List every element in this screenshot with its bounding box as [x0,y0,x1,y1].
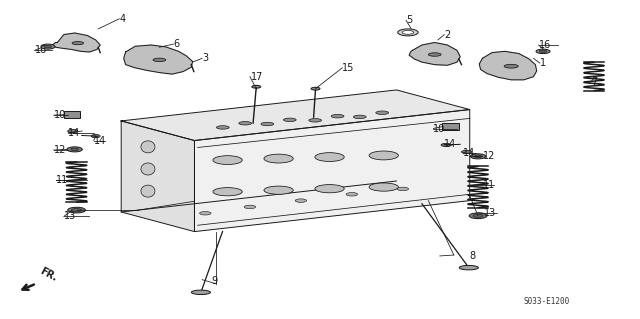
Ellipse shape [200,211,211,215]
Ellipse shape [213,188,243,196]
Ellipse shape [353,115,366,119]
Bar [64,111,81,118]
Polygon shape [121,90,470,141]
Text: 5: 5 [406,15,412,26]
Ellipse shape [92,135,100,138]
Ellipse shape [261,122,274,126]
Text: 14: 14 [94,136,106,145]
Ellipse shape [239,122,252,125]
Text: 14: 14 [444,139,456,149]
Text: 9: 9 [212,276,218,286]
Text: 14: 14 [68,128,81,137]
Ellipse shape [311,87,320,90]
Ellipse shape [461,150,472,153]
Ellipse shape [264,154,293,163]
Text: 17: 17 [251,72,264,82]
Text: 14: 14 [463,148,476,158]
Ellipse shape [315,152,344,161]
Ellipse shape [191,290,211,294]
Ellipse shape [332,115,344,118]
Ellipse shape [141,163,155,175]
Ellipse shape [213,156,243,165]
Polygon shape [409,42,460,65]
Ellipse shape [252,85,260,88]
Ellipse shape [68,207,86,213]
Text: 11: 11 [56,175,68,185]
Text: 10: 10 [54,110,66,120]
Ellipse shape [295,199,307,202]
Ellipse shape [141,141,155,153]
Ellipse shape [504,64,518,68]
Ellipse shape [67,147,83,152]
Ellipse shape [315,185,344,193]
Ellipse shape [72,209,82,212]
Text: 13: 13 [484,208,496,218]
Ellipse shape [460,265,478,270]
Ellipse shape [284,118,296,122]
Ellipse shape [264,186,293,194]
Ellipse shape [369,151,398,160]
Polygon shape [479,51,537,80]
Polygon shape [124,45,193,74]
Text: 2: 2 [444,30,451,40]
Ellipse shape [216,126,229,129]
Text: 10: 10 [433,123,445,134]
Text: 15: 15 [342,63,355,73]
Ellipse shape [428,53,441,56]
Text: 13: 13 [64,211,76,221]
Text: 3: 3 [202,53,208,63]
Text: 12: 12 [483,151,495,161]
Ellipse shape [72,41,84,45]
Ellipse shape [473,214,483,217]
Ellipse shape [470,154,486,159]
Bar [442,123,459,130]
Ellipse shape [402,31,413,34]
Ellipse shape [536,49,550,54]
Ellipse shape [44,45,52,48]
Ellipse shape [68,130,78,133]
Ellipse shape [141,185,155,197]
Text: 8: 8 [470,251,476,261]
Text: FR.: FR. [38,265,59,283]
Text: 4: 4 [119,14,125,24]
Ellipse shape [441,143,451,146]
Ellipse shape [469,213,487,219]
Ellipse shape [71,148,79,151]
Ellipse shape [346,193,358,196]
Ellipse shape [397,187,408,191]
Text: 11: 11 [483,180,495,190]
Text: 12: 12 [54,145,66,155]
Text: 7: 7 [591,77,597,87]
Ellipse shape [397,29,418,36]
Ellipse shape [308,119,321,122]
Text: 6: 6 [173,39,180,49]
Polygon shape [121,121,195,232]
Ellipse shape [474,155,482,158]
Polygon shape [52,33,100,52]
Ellipse shape [369,183,398,191]
Ellipse shape [41,44,55,49]
Polygon shape [195,109,470,232]
Text: S033-E1200: S033-E1200 [523,297,570,306]
Text: 16: 16 [35,45,47,56]
Ellipse shape [244,205,255,209]
Ellipse shape [376,111,388,115]
Text: 1: 1 [540,58,546,68]
Text: 16: 16 [539,40,551,50]
Ellipse shape [153,58,166,62]
Ellipse shape [540,50,547,52]
